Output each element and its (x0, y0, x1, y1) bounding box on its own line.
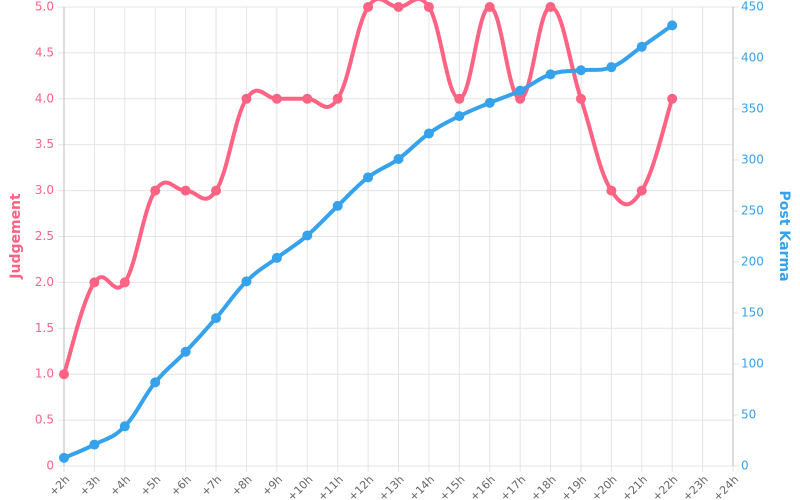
x-tick-label: +3h (77, 473, 103, 499)
y2-tick-label: 450 (741, 0, 764, 14)
point (89, 277, 100, 288)
y-tick-label: 3.5 (35, 137, 54, 151)
point (363, 172, 374, 183)
y-tick-label: 1.0 (35, 367, 54, 381)
x-tick-label: +12h (346, 473, 377, 500)
point (454, 111, 465, 122)
y-tick-label: 1.5 (35, 321, 54, 335)
point (150, 185, 161, 196)
x-tick-label: +2h (47, 473, 73, 499)
y-tick-label: 0 (46, 459, 54, 473)
y2-tick-label: 150 (741, 306, 764, 320)
y2-tick-label: 250 (741, 204, 764, 218)
point (515, 85, 526, 96)
point (119, 421, 130, 432)
point (241, 93, 252, 104)
point (271, 93, 282, 104)
series-line (62, 0, 675, 375)
x-tick-label: +15h (437, 473, 468, 500)
x-tick-label: +5h (138, 473, 164, 499)
point (302, 230, 313, 241)
y-tick-label: 2.0 (35, 275, 54, 289)
x-tick-label: +9h (260, 473, 286, 499)
point (89, 439, 100, 450)
y2-tick-label: 350 (741, 102, 764, 116)
x-tick-label: +13h (376, 473, 407, 500)
point (545, 69, 556, 80)
point (211, 185, 222, 196)
point (211, 313, 222, 324)
point (59, 452, 69, 463)
point (271, 252, 282, 263)
point (606, 185, 617, 196)
x-tick-label: +11h (315, 473, 346, 500)
point (484, 97, 495, 108)
y2-tick-label: 200 (741, 255, 764, 269)
point (180, 185, 191, 196)
point (302, 93, 313, 104)
x-tick-label: +6h (168, 473, 194, 499)
point (636, 41, 647, 52)
y-tick-label: 4.5 (35, 45, 54, 59)
point (484, 2, 495, 12)
x-tick-label: +17h (498, 473, 529, 500)
x-tick-label: +10h (285, 473, 316, 500)
point (423, 128, 434, 139)
point (393, 153, 404, 164)
y2-axis-title: Post Karma (776, 190, 792, 281)
point (423, 2, 434, 12)
point (515, 93, 526, 104)
y2-tick-label: 400 (741, 51, 764, 65)
x-tick-label: +16h (467, 473, 498, 500)
y-tick-label: 5.0 (35, 0, 54, 14)
point (606, 62, 617, 73)
point (393, 2, 404, 12)
x-tick-label: +19h (559, 473, 590, 500)
point (119, 277, 130, 288)
y-tick-label: 0.5 (35, 413, 54, 427)
y2-tick-label: 0 (741, 459, 749, 473)
point (575, 65, 586, 76)
point (545, 2, 556, 12)
y2-tick-label: 300 (741, 153, 764, 167)
point (667, 93, 678, 104)
point (332, 200, 343, 211)
point (667, 20, 678, 31)
y-tick-label: 2.5 (35, 229, 54, 243)
point (241, 276, 252, 287)
point (59, 369, 69, 380)
point (180, 346, 191, 357)
x-tick-label: +7h (199, 473, 225, 499)
x-tick-label: +20h (589, 473, 620, 500)
point (363, 2, 374, 12)
x-tick-label: +23h (680, 473, 711, 500)
point (454, 93, 465, 104)
point (332, 93, 343, 104)
y-tick-label: 4.0 (35, 91, 54, 105)
x-tick-label: +8h (229, 473, 255, 499)
point (150, 377, 161, 388)
x-tick-label: +18h (528, 473, 559, 500)
y2-tick-label: 100 (741, 357, 764, 371)
point (575, 93, 586, 104)
x-tick-label: +4h (107, 473, 133, 499)
x-tick-label: +24h (711, 473, 742, 500)
x-tick-label: +21h (619, 473, 650, 500)
y-axis-title: Judgement (8, 193, 24, 280)
x-tick-label: +22h (650, 473, 681, 500)
x-tick-label: +14h (407, 473, 438, 500)
y2-tick-label: 50 (741, 408, 756, 422)
point (636, 185, 647, 196)
y-tick-label: 3.0 (35, 183, 54, 197)
